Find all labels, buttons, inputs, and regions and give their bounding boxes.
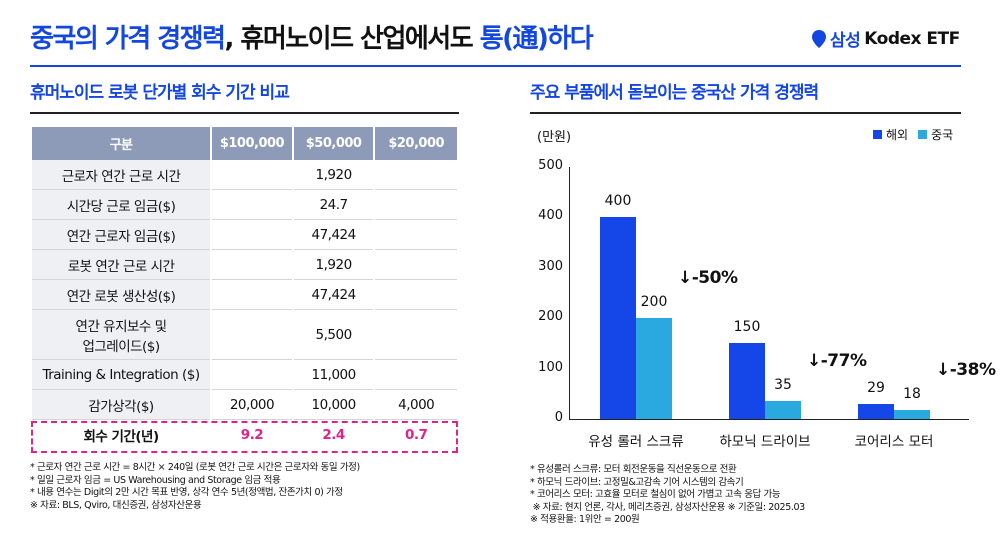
table-row: 연간 근로자 임금($) 47,424 <box>32 220 457 250</box>
left-notes: * 근로자 연간 근로 시간 = 8시간 × 240일 (로봇 연간 근로 시간… <box>30 462 360 511</box>
table-header: 구분 $100,000 $50,000 $20,000 <box>32 127 457 160</box>
left-section-title: 휴머노이드 로봇 단가별 회수 기간 비교 <box>30 83 290 103</box>
table-cell: 11,000 <box>293 360 374 390</box>
bar-overseas <box>858 404 894 419</box>
table-cell <box>212 190 292 220</box>
table-row: 연간 로봇 생산성($) 47,424 <box>32 280 457 310</box>
bar-china <box>894 409 930 419</box>
table-row: 연간 유지보수 및 업그레이드($) 5,500 <box>32 310 457 360</box>
right-notes: * 유성롤러 스크류: 모터 회전운동을 직선운동으로 전환 * 하모닉 드라이브… <box>530 464 805 526</box>
table-cell: 47,424 <box>293 220 374 250</box>
table-row: 로봇 연간 근로 시간 1,920 <box>32 250 457 280</box>
table-cell: 24.7 <box>293 190 374 220</box>
y-tick-label: 300 <box>538 258 563 274</box>
table-cell <box>212 310 292 360</box>
page-title: 중국의 가격 경쟁력, 휴머노이드 산업에서도 통(通)하다 <box>30 24 594 54</box>
table-cell <box>375 220 457 250</box>
payback-value: 2.4 <box>293 420 374 450</box>
payback-row: 회수 기간(년) 9.2 2.4 0.7 <box>32 420 457 450</box>
table-cell <box>212 280 292 310</box>
legend: 해외 중국 <box>873 126 953 143</box>
data-label: 400 <box>604 193 632 210</box>
table-row: 시간당 근로 임금($) 24.7 <box>32 190 457 220</box>
table-cell <box>375 280 457 310</box>
data-label: 29 <box>867 380 885 397</box>
bar-china <box>765 401 801 419</box>
column-header: $50,000 <box>293 127 374 160</box>
y-tick-label: 0 <box>554 410 563 425</box>
bar-overseas <box>729 343 765 419</box>
row-label: 연간 로봇 생산성($) <box>32 280 211 310</box>
row-label: 감가상각($) <box>32 390 211 420</box>
table-cell: 10,000 <box>293 390 374 420</box>
table-cell <box>375 250 457 280</box>
payback-label: 회수 기간(년) <box>32 420 211 450</box>
row-label: 로봇 연간 근로 시간 <box>32 250 211 280</box>
y-axis <box>569 167 570 420</box>
payback-highlight-box <box>31 421 458 453</box>
table-cell: 4,000 <box>375 390 457 420</box>
table-cell <box>212 220 292 250</box>
table-cell: 5,500 <box>293 310 374 360</box>
row-label: 연간 유지보수 및 업그레이드($) <box>32 310 211 360</box>
table-cell <box>375 190 457 220</box>
row-label: 시간당 근로 임금($) <box>32 190 211 220</box>
header-divider <box>30 65 961 67</box>
logo: 삼성 Kodex ETF <box>812 26 960 51</box>
column-header: $20,000 <box>375 127 457 160</box>
payback-value: 0.7 <box>375 420 457 450</box>
table-cell: 1,920 <box>293 160 374 190</box>
column-header: $100,000 <box>212 127 292 160</box>
legend-label-china: 중국 <box>931 128 954 142</box>
bar-overseas <box>600 217 636 419</box>
table-cell <box>212 160 292 190</box>
change-annotation: ↓-38% <box>936 359 996 380</box>
y-tick-label: 200 <box>538 309 563 325</box>
x-axis <box>569 419 969 420</box>
table-cell <box>375 310 457 360</box>
data-label: 18 <box>903 385 921 402</box>
left-section-divider <box>30 112 459 114</box>
x-tick-label: 유성 롤러 스크류 <box>588 434 684 450</box>
y-tick-label: 400 <box>538 208 563 224</box>
change-annotation: ↓-50% <box>678 268 738 289</box>
data-label: 200 <box>640 294 668 311</box>
bar-china <box>636 318 672 419</box>
legend-label-overseas: 해외 <box>886 128 909 142</box>
y-tick-label: 100 <box>538 359 563 375</box>
y-tick-label: 500 <box>538 158 563 173</box>
payback-table: 구분 $100,000 $50,000 $20,000 근로자 연간 근로 시간 1,9… <box>30 127 459 450</box>
table-cell: 20,000 <box>212 390 292 420</box>
change-annotation: ↓-77% <box>807 351 867 372</box>
location-pin-icon <box>812 29 826 48</box>
table-row: 근로자 연간 근로 시간 1,920 <box>32 160 457 190</box>
legend-swatch-overseas <box>873 130 882 139</box>
table-cell: 47,424 <box>293 280 374 310</box>
table-cell <box>375 360 457 390</box>
data-label: 35 <box>774 377 792 394</box>
row-label: 근로자 연간 근로 시간 <box>32 160 211 190</box>
x-tick-label: 하모닉 드라이브 <box>719 434 811 450</box>
y-axis-unit: (만원) <box>537 130 572 145</box>
right-section-title: 주요 부품에서 돋보이는 중국산 가격 경쟁력 <box>530 83 819 103</box>
row-label: 연간 근로자 임금($) <box>32 220 211 250</box>
table-row: Training & Integration ($) 11,000 <box>32 360 457 390</box>
table-cell <box>212 360 292 390</box>
table-cell <box>212 250 292 280</box>
column-header: 구분 <box>32 127 211 160</box>
payback-value: 9.2 <box>212 420 292 450</box>
data-label: 150 <box>733 319 761 336</box>
table-row: 감가상각($) 20,000 10,000 4,000 <box>32 390 457 420</box>
table-cell <box>375 160 457 190</box>
table-cell: 1,920 <box>293 250 374 280</box>
legend-swatch-china <box>918 130 928 139</box>
x-tick-label: 코어리스 모터 <box>854 434 934 450</box>
row-label: Training & Integration ($) <box>32 360 211 390</box>
right-section-divider <box>530 112 961 114</box>
